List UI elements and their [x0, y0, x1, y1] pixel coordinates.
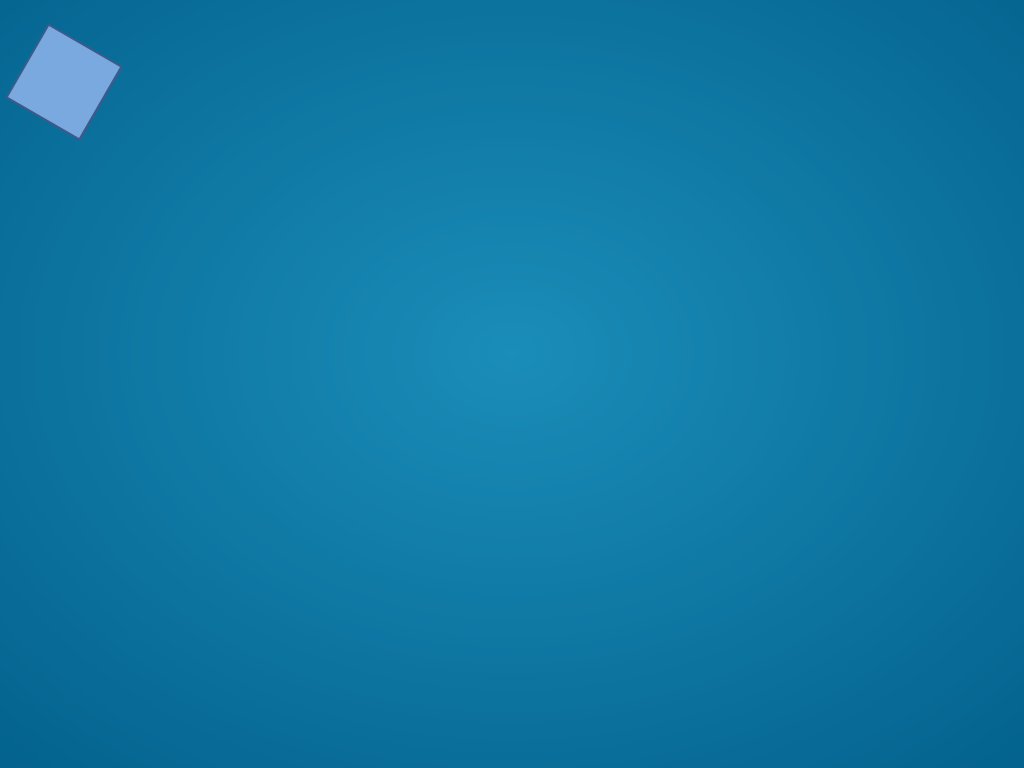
slide-background: [0, 0, 1024, 768]
bg-rect: [0, 0, 1024, 768]
slide: Произведение событий обозначают: С = А ·…: [0, 0, 1024, 768]
